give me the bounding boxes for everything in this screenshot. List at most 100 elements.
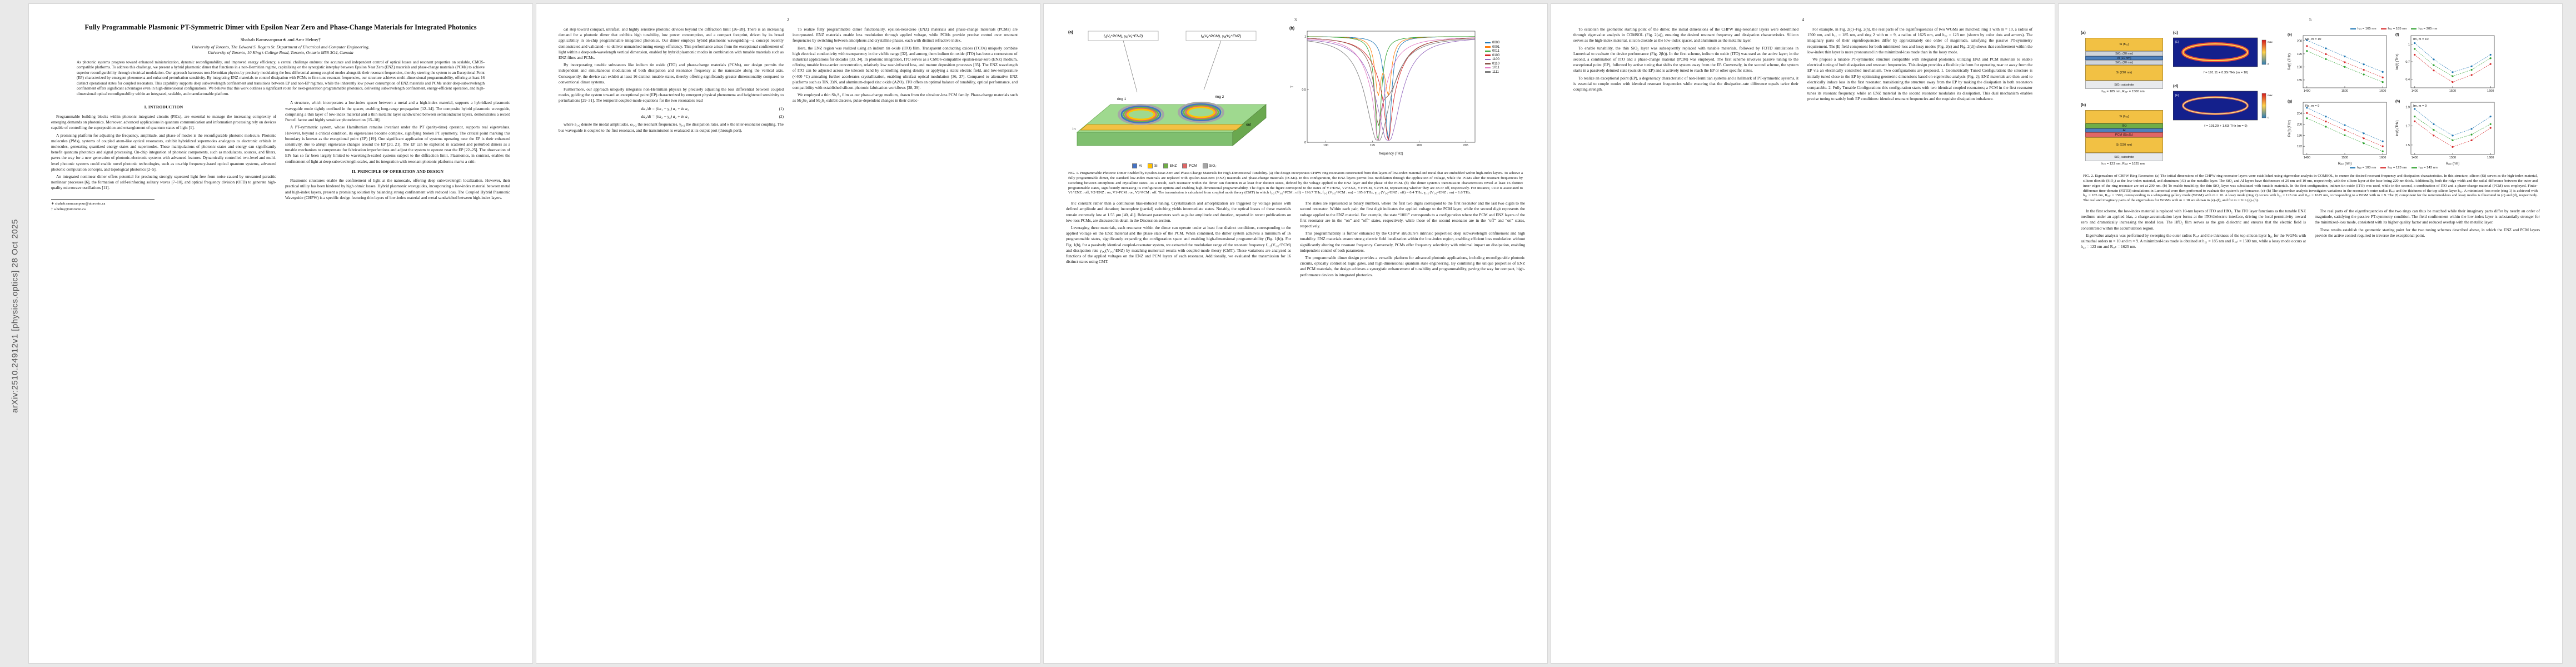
legend-item: h₂₂ = 123 nm [2380, 166, 2407, 170]
svg-text:1400: 1400 [2411, 156, 2418, 160]
authors: Shahab Ramezanpour∗ and Amr Helmy† [240, 36, 321, 42]
page-3: 3 (a) f₁(V₁^PCM), γ₁(V₁^ENZ) f₂(V₂^PCM),… [1044, 4, 1547, 663]
fig1-panel-a: (a) f₁(V₁^PCM), γ₁(V₁^ENZ) f₂(V₂^PCM), γ… [1066, 27, 1283, 168]
paragraph: For example, in Fig. 2(c)–Fig. 2(h), the… [1807, 27, 2032, 54]
layer-stack-b: Si (h₂₂) ITO Al PCM (Sb₂S₃) Si (220 nm) SiO₂ … [2085, 110, 2163, 161]
fig2-mode-profiles: (c) max 0 [2173, 27, 2279, 133]
svg-text:Re(f) (THz): Re(f) (THz) [2288, 53, 2291, 70]
legend-swatch-al [1132, 163, 1138, 168]
layer-PCM (Sb₂S₃): PCM (Sb₂S₃) [2085, 132, 2163, 137]
footnote-email-2: † a.helmy@utoronto.ca [51, 207, 86, 211]
layer-Si (220 nm): Si (220 nm) [2085, 137, 2163, 153]
equation-body: da₂/dt = (iω₂ − γ₂) a₂ + iκ a₁ [641, 114, 689, 119]
equation-1: da₁/dt = (iω₁ − γ₁) a₁ + iκ a₂ (1) [559, 106, 784, 112]
fig1-caption: FIG. 1. Programmable Photonic Dimer Enab… [1068, 171, 1523, 195]
svg-text:196: 196 [2297, 134, 2302, 137]
fig2-panel-d: (d) max 0 [2173, 80, 2279, 128]
paragraph: The programmable dimer design provides a… [1300, 255, 1525, 277]
svg-text:0.5: 0.5 [1302, 88, 1306, 92]
svg-text:Im(f) (THz): Im(f) (THz) [2396, 121, 2399, 137]
legend-label: Si [1154, 164, 1158, 168]
page2-column-left: cal step toward compact, ultrafast, and … [559, 27, 784, 135]
svg-text:Rₒᵤₜ (nm): Rₒᵤₜ (nm) [2338, 162, 2352, 166]
mode-d-eigenvalue-label: f = 191.29 + 1.63i THz (m = 9) [2204, 125, 2248, 128]
page3-column-left: tric constant rather than a continuous b… [1066, 201, 1291, 280]
layer-SiO₂ substrate: SiO₂ substrate [2085, 81, 2163, 89]
layer-Si (220 nm): Si (220 nm) [2085, 65, 2163, 81]
equation-body: da₁/dt = (iω₁ − γ₁) a₁ + iκ a₂ [641, 106, 689, 111]
svg-text:195: 195 [2297, 53, 2302, 56]
layer-Al: Al [2085, 128, 2163, 132]
svg-text:1600: 1600 [2379, 89, 2386, 93]
page1-column-right: A structure, which incorporates a low-in… [285, 100, 510, 212]
svg-text:(f): (f) [2395, 33, 2399, 37]
svg-text:192: 192 [2297, 145, 2302, 148]
fig2-legend-m9: h₂₂ = 103 nm h₂₂ = 123 nm h₂₂ = 143 nm [2286, 166, 2501, 170]
page-4: 4 To establish the geometric starting po… [1551, 4, 2055, 663]
paper-title: Fully Programmable Plasmonic PT-Symmetri… [84, 23, 477, 31]
equation-number: (1) [779, 106, 784, 111]
page4-column-right: For example, in Fig. 2(c)–Fig. 2(h), the… [1807, 27, 2032, 104]
legend-item: 0100 [1485, 54, 1499, 57]
page-number: 5 [2309, 17, 2311, 22]
legend-item: h₂₁ = 205 nm [2411, 27, 2437, 31]
svg-text:0.4: 0.4 [2405, 78, 2410, 81]
svg-text:1600: 1600 [2487, 156, 2494, 160]
fig2-eigenvalue-charts: h₂₁ = 165 nm h₂₁ = 185 nm h₂₁ = 205 nm 140… [2286, 27, 2501, 170]
paragraph: tric constant rather than a continuous b… [1066, 201, 1291, 223]
fig2-panel-c: (c) max 0 [2173, 27, 2279, 74]
fig1-formula-2: f₂(V₂^PCM), γ₂(V₂^ENZ) [1201, 34, 1242, 38]
panel-letter-a: (a) [2081, 30, 2086, 35]
svg-text:1600: 1600 [2379, 156, 2386, 160]
paragraph: By incorporating tunable substances like… [559, 62, 784, 84]
fig1-formula-1: f₁(V₁^PCM), γ₁(V₁^ENZ) [1104, 34, 1143, 38]
fig1-material-legend: Al Si ENZ PCM SiO₂ [1066, 163, 1283, 168]
svg-text:Im, m = 10: Im, m = 10 [2413, 38, 2429, 41]
field-label: |E| [2175, 94, 2179, 97]
chip-side-face [1232, 104, 1267, 146]
field-label: |E| [2175, 41, 2179, 44]
legend-item: 0001 [1485, 46, 1499, 49]
paragraph: Furthermore, our approach uniquely integ… [559, 87, 784, 103]
fig1-panel-b: (b) 190 195 200 205 0 0.5 1 frequency (THz) T [1289, 26, 1478, 158]
svg-text:190: 190 [1323, 144, 1328, 147]
page-number: 3 [1294, 17, 1297, 22]
svg-text:Im(f) (THz): Im(f) (THz) [2396, 54, 2399, 70]
chart-re-m10: 1400 1500 1600 185 190 195 200 Re(f) (THz) (e) Re… [2288, 33, 2387, 93]
bus-waveguide [1080, 124, 1243, 131]
svg-text:Im, m = 9: Im, m = 9 [2413, 104, 2426, 108]
legend-label: Al [1139, 164, 1142, 168]
layer-SiO₂ (20 nm): SiO₂ (20 nm) [2085, 51, 2163, 56]
panel-letter-a: (a) [1068, 29, 1073, 34]
paragraph: Here, the ENZ region was realized using … [793, 45, 1018, 91]
svg-text:190: 190 [2297, 66, 2302, 69]
svg-text:1: 1 [1304, 36, 1306, 39]
fig2-panel-b: (b) Si (h₂₂) ITO Al PCM (Sb₂S₃) Si (220 nm) S… [2081, 99, 2165, 166]
colorbar-min-label: 0 [2268, 63, 2269, 66]
footnote-rule [51, 198, 155, 200]
svg-text:1600: 1600 [2487, 89, 2494, 93]
page-5: 5 (a) Si (h₂₁) SiO₂ (20 nm) Al (10 nm) SiO₂… [2059, 4, 2562, 663]
dimensions-annotation-a: h₂₁ = 185 nm, Rₒᵤₜ = 1500 nm [2101, 90, 2145, 93]
layer-SiO₂ substrate: SiO₂ substrate [2085, 153, 2163, 161]
svg-text:1400: 1400 [2304, 89, 2310, 93]
panel-letter-c: (c) [2173, 30, 2178, 35]
abstract: As photonic systems progress toward enha… [77, 59, 485, 96]
page-number: 4 [1802, 17, 1804, 22]
paragraph: To establish the geometric starting poin… [1573, 27, 1798, 43]
page5-column-right: The real parts of the eigenfrequencies o… [2315, 208, 2540, 251]
paragraph: Eigenvalue analysis was performed by swe… [2081, 232, 2306, 250]
figure-2: (a) Si (h₂₁) SiO₂ (20 nm) Al (10 nm) SiO₂ (… [2081, 27, 2540, 203]
fig2-legend-m10: h₂₁ = 165 nm h₂₁ = 185 nm h₂₁ = 205 nm [2286, 27, 2501, 31]
svg-text:0.7: 0.7 [2405, 61, 2410, 64]
svg-text:1.5: 1.5 [2405, 144, 2410, 147]
fig1-device-schematic: (a) f₁(V₁^PCM), γ₁(V₁^ENZ) f₂(V₂^PCM), γ… [1068, 29, 1267, 146]
chart-im-m9: 1400 1500 1600 1.5 1.7 1.9 Rₒᵤₜ (nm) Im(f) (THz… [2395, 99, 2495, 166]
page-number: 2 [787, 17, 789, 22]
legend-item: 1111 [1485, 71, 1499, 74]
paragraph: Leveraging these materials, each resonat… [1066, 225, 1291, 265]
paragraph: In the first scheme, the low-index mater… [2081, 208, 2306, 231]
chip-front-face [1077, 132, 1233, 146]
footnotes: ∗ shahab.ramezanpour@utoronto.ca † a.hel… [51, 198, 276, 212]
